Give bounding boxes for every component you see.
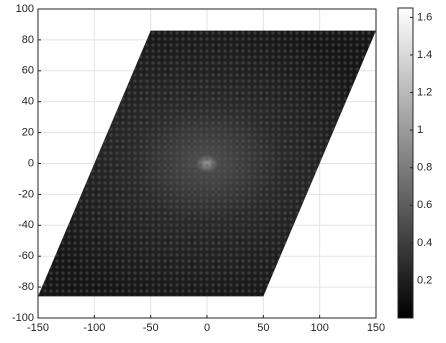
colorbar-tick-label: 0.4 bbox=[417, 237, 432, 249]
x-tick-label: 100 bbox=[310, 322, 328, 334]
y-tick-label: 0 bbox=[28, 157, 34, 169]
x-tick-label: -50 bbox=[143, 322, 159, 334]
colorbar bbox=[397, 7, 414, 319]
colorbar-tick-label: 1.2 bbox=[417, 86, 432, 98]
colorbar-tick-label: 0.6 bbox=[417, 199, 432, 211]
y-tick-label: -80 bbox=[18, 281, 34, 293]
x-tick-label: 0 bbox=[204, 322, 210, 334]
colorbar-tick-label: 0.2 bbox=[417, 274, 432, 286]
y-tick-label: 100 bbox=[16, 3, 34, 15]
colorbar-tick-label: 1 bbox=[417, 124, 423, 136]
y-tick-label: -40 bbox=[18, 219, 34, 231]
y-tick-label: -60 bbox=[18, 250, 34, 262]
x-tick-label: 150 bbox=[367, 322, 385, 334]
image-texture bbox=[38, 30, 376, 297]
colorbar-tick-label: 0.8 bbox=[417, 162, 432, 174]
y-tick-label: 80 bbox=[22, 34, 34, 46]
y-tick-label: 20 bbox=[22, 127, 34, 139]
y-tick-label: 40 bbox=[22, 96, 34, 108]
y-tick-label: 60 bbox=[22, 65, 34, 77]
x-tick-label: 50 bbox=[257, 322, 269, 334]
x-tick-label: -100 bbox=[83, 322, 105, 334]
y-tick-label: -20 bbox=[18, 188, 34, 200]
x-tick-label: -150 bbox=[27, 322, 49, 334]
colorbar-tick-label: 1.4 bbox=[417, 49, 432, 61]
colorbar-tick-label: 1.6 bbox=[417, 11, 432, 23]
y-tick-label: -100 bbox=[12, 312, 34, 324]
